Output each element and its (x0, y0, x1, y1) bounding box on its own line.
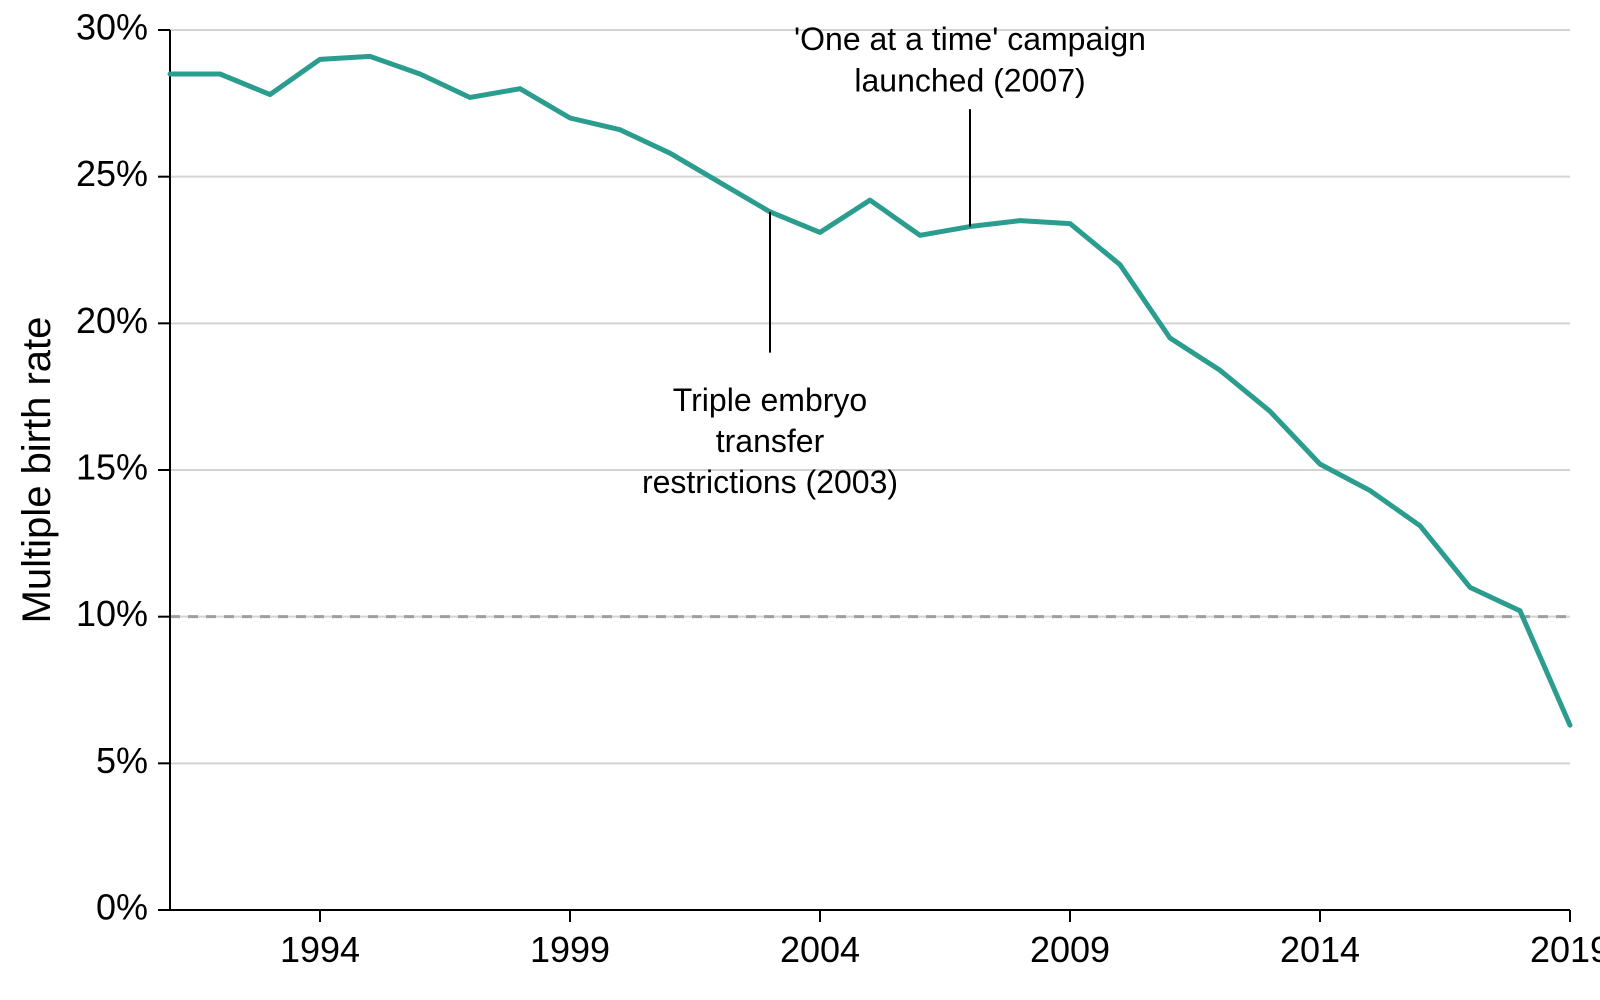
x-tick-label: 1994 (280, 929, 360, 970)
y-axis-label: Multiple birth rate (15, 317, 59, 624)
y-tick-label: 30% (76, 7, 148, 48)
x-tick-label: 2019 (1530, 929, 1600, 970)
annotation-text: 'One at a time' campaign (794, 21, 1146, 57)
y-tick-label: 20% (76, 300, 148, 341)
x-tick-label: 2004 (780, 929, 860, 970)
y-tick-label: 0% (96, 887, 148, 928)
annotation-text: restrictions (2003) (642, 464, 898, 500)
y-tick-label: 25% (76, 153, 148, 194)
x-tick-label: 2009 (1030, 929, 1110, 970)
annotation-text: launched (2007) (854, 62, 1085, 98)
annotation-text: transfer (716, 423, 825, 459)
annotation-text: Triple embryo (673, 382, 867, 418)
y-tick-label: 15% (76, 447, 148, 488)
y-tick-label: 5% (96, 740, 148, 781)
chart-container: 0% 5% 10% 15% 20% 25% 30% 1994 1999 2004 2009 2014 2… (0, 0, 1600, 1000)
y-tick-label: 10% (76, 593, 148, 634)
x-tick-label: 2014 (1280, 929, 1360, 970)
line-chart: 0% 5% 10% 15% 20% 25% 30% 1994 1999 2004 2009 2014 2… (0, 0, 1600, 1000)
x-tick-label: 1999 (530, 929, 610, 970)
